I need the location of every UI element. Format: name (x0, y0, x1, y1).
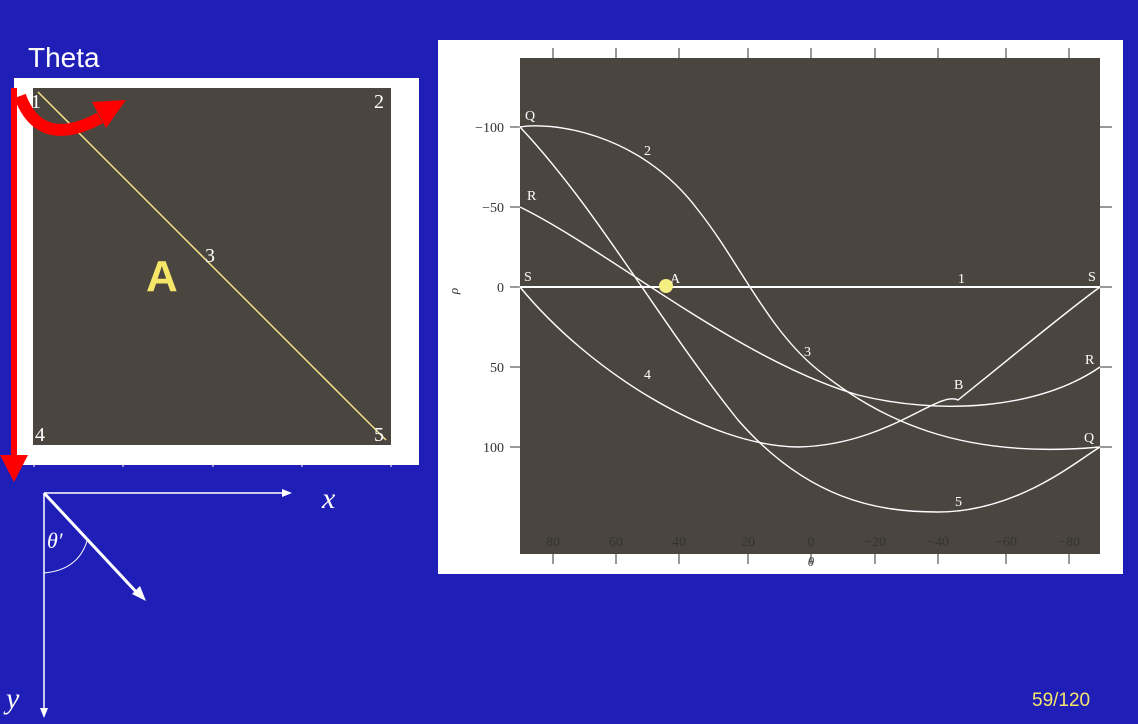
y-tick-label: −100 (475, 121, 504, 136)
center-label-3: 3 (205, 245, 215, 267)
y-axis-title: ρ (446, 288, 461, 295)
curve-label-1: 1 (958, 272, 965, 287)
endpoint-label-r-left: R (527, 189, 537, 204)
curve-label-2: 2 (644, 144, 651, 159)
endpoint-label-s-right: S (1088, 270, 1096, 285)
hough-space-plot: 1 2 3 4 5 Q R S S R Q A B −100 −50 0 50 … (446, 48, 1112, 569)
curve-3 (519, 206, 1101, 407)
coordinate-axes (40, 489, 292, 718)
corner-label-1: 1 (31, 91, 41, 113)
angle-theta-prime-label: θ′ (47, 528, 64, 553)
y-tick-label: 100 (483, 441, 504, 456)
x-tick-label: −80 (1058, 535, 1080, 550)
curve-label-5: 5 (955, 495, 962, 510)
endpoint-label-q-left: Q (525, 109, 535, 124)
y-axis-label: y (3, 682, 20, 715)
x-tick-label: 80 (546, 535, 560, 550)
y-tick-label: 0 (497, 281, 504, 296)
x-tick-label: −20 (864, 535, 886, 550)
x-tick-label: 0 (808, 535, 815, 550)
normal-vector-arrowhead (132, 586, 146, 601)
x-axis-arrowhead (282, 489, 292, 497)
curve-label-3: 3 (804, 345, 811, 360)
rotation-arrow-icon (14, 93, 126, 136)
region-label-a: A (146, 252, 178, 301)
x-tick-label: −40 (927, 535, 949, 550)
corner-label-2: 2 (374, 91, 384, 113)
corner-label-5: 5 (374, 424, 384, 446)
x-axis-label: x (321, 482, 336, 515)
x-tick-label: −60 (995, 535, 1017, 550)
x-axis-title: θ (808, 554, 815, 569)
slide-title: Theta (28, 42, 100, 73)
endpoint-label-q-right: Q (1084, 431, 1094, 446)
left-panel-ticks (33, 458, 392, 467)
curve-label-4: 4 (644, 368, 651, 383)
intersection-point-a (659, 279, 673, 293)
endpoint-label-s-left: S (524, 270, 532, 285)
frame-ticks (510, 48, 1112, 564)
point-label-a: A (670, 272, 681, 287)
y-axis-arrowhead (40, 708, 48, 718)
hough-plot-area (520, 58, 1100, 554)
endpoint-label-r-right: R (1085, 353, 1095, 368)
hough-curves (519, 125, 1101, 513)
angle-arc (43, 540, 88, 574)
x-tick-label: 60 (609, 535, 623, 550)
diagonal-line (37, 91, 387, 441)
curve-4 (519, 286, 1101, 448)
point-label-b: B (954, 378, 963, 393)
red-down-arrow (0, 88, 28, 482)
y-tick-label: 50 (490, 361, 504, 376)
curve-5 (519, 126, 1101, 513)
normal-vector (42, 491, 142, 598)
y-tick-label: −50 (482, 201, 504, 216)
x-tick-label: 40 (672, 535, 686, 550)
corner-label-4: 4 (35, 424, 45, 446)
x-tick-label: 20 (741, 535, 755, 550)
curve-2 (519, 125, 1101, 451)
page-number: 59/120 (1032, 690, 1091, 711)
